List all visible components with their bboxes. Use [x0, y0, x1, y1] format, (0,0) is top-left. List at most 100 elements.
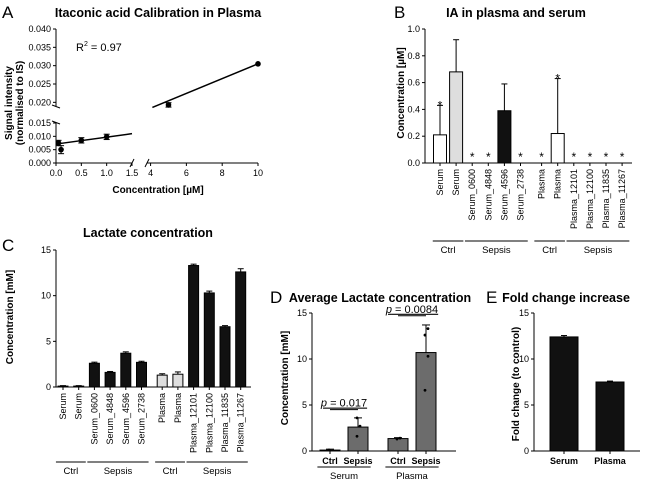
- x-tick-label: 10: [253, 168, 263, 178]
- significance-star: *: [604, 150, 609, 164]
- x-category-label: Plasma_11267: [236, 393, 246, 452]
- y-tick-label: 0.035: [28, 42, 51, 52]
- panel-a-calibration: A Itaconic acid Calibration in Plasma Si…: [2, 3, 263, 196]
- bar: [497, 110, 512, 164]
- y-tick-label: 0.8: [407, 51, 420, 61]
- bar: [57, 385, 69, 388]
- group-label: Ctrl: [63, 466, 78, 477]
- y-tick-label: 10: [41, 291, 51, 301]
- bar: [188, 265, 200, 388]
- data-point: [55, 140, 62, 146]
- data-dot: [426, 354, 430, 358]
- x-category-label: Plasma_12100: [585, 169, 595, 229]
- bar: [156, 374, 168, 388]
- x-tick-label: 6: [184, 168, 189, 178]
- significance-star: *: [555, 72, 560, 86]
- x-tick-label: 4: [148, 168, 153, 178]
- panel-b-ia-bars: B IA in plasma and serum Concentration […: [394, 3, 632, 256]
- data-point: [165, 102, 172, 108]
- significance-star: *: [571, 150, 576, 164]
- y-tick-label: 0: [524, 446, 529, 456]
- bar: [219, 326, 231, 388]
- data-dot: [423, 388, 427, 392]
- y-tick-label: 0.030: [28, 61, 51, 71]
- significance-star: *: [620, 150, 625, 164]
- y-tick-label: 0.000: [28, 158, 51, 168]
- significance-star: *: [518, 150, 523, 164]
- x-category-label: Plasma: [173, 393, 183, 423]
- data-point: [103, 134, 110, 140]
- bar: [172, 373, 184, 388]
- significance-star: *: [588, 150, 593, 164]
- chart-title: Lactate concentration: [83, 226, 213, 240]
- data-point: [78, 137, 85, 144]
- x-category-label: Serum: [435, 169, 445, 196]
- data-dot: [358, 424, 362, 428]
- data-dot: [327, 448, 331, 452]
- x-category-label: Plasma: [553, 169, 563, 199]
- significance-star: *: [486, 150, 491, 164]
- x-category-label: Serum_0600: [467, 169, 477, 221]
- r-squared-annotation: R2 = 0.97: [76, 41, 122, 54]
- panel-d-average-lactate: D Average Lactate concentration Concentr…: [270, 288, 471, 482]
- panel-e-fold-change: E Fold change increase Fold change (to c…: [486, 288, 640, 466]
- x-category-label: Serum_4596: [499, 169, 509, 221]
- x-category-label: Serum_2738: [137, 393, 147, 445]
- r-squared-value: = 0.97: [88, 42, 122, 54]
- panel-letter-a: A: [2, 3, 14, 22]
- data-dot: [398, 436, 402, 440]
- x-tick-label: 0.5: [75, 168, 88, 178]
- bar: [73, 385, 85, 388]
- y-tick-label: 1.0: [407, 24, 420, 34]
- panel-letter-c: C: [2, 236, 14, 255]
- x-tick-label: 8: [220, 168, 225, 178]
- x-category-label: Serum: [550, 456, 578, 466]
- data-point: [255, 61, 261, 67]
- y-tick-label: 0.6: [407, 78, 420, 88]
- x-axis-break-mark: [144, 158, 150, 168]
- x-category-label: Plasma_11267: [617, 169, 627, 228]
- pvalue-symbol: p: [320, 398, 327, 410]
- bar: [550, 133, 565, 164]
- panel-c-lactate-bars: C Lactate concentration Concentration [m…: [2, 226, 251, 477]
- bar: [120, 352, 132, 388]
- x-category-label: Plasma_11835: [601, 169, 611, 228]
- pvalue-symbol: p: [385, 304, 392, 316]
- group-label: Serum: [330, 471, 358, 482]
- y-tick-label: 0.040: [28, 24, 51, 34]
- fit-line-high: [152, 63, 259, 109]
- x-category-label: Serum_0600: [89, 393, 99, 445]
- panel-letter-d: D: [270, 288, 282, 307]
- x-category-label: Serum_4596: [121, 393, 131, 445]
- y-tick-label: 0: [46, 382, 51, 392]
- group-label: Sepsis: [104, 466, 133, 477]
- y-axis-label: Concentration [mM]: [5, 270, 16, 364]
- pvalue-text: = 0.017: [327, 398, 367, 410]
- panel-letter-b: B: [394, 3, 405, 22]
- y-tick-label: 5: [46, 336, 51, 346]
- bar: [88, 362, 100, 388]
- data-point: [58, 146, 64, 153]
- group-label: Sepsis: [584, 245, 613, 256]
- group-label: Ctrl: [163, 466, 178, 477]
- x-category-label: Serum: [74, 393, 84, 420]
- x-category-label: Plasma: [537, 169, 547, 199]
- x-category-label: Plasma: [594, 456, 627, 466]
- data-dot: [355, 434, 359, 438]
- x-category-label: Serum: [58, 393, 68, 420]
- fit-line-low: [55, 132, 133, 145]
- bar: [415, 352, 437, 452]
- bar: [347, 426, 369, 452]
- x-category-label: Plasma_12101: [569, 169, 579, 229]
- bar: [595, 381, 625, 452]
- y-tick-label: 0.2: [407, 131, 420, 141]
- bar: [203, 292, 215, 388]
- y-axis-break-mark: [51, 104, 61, 109]
- y-tick-label: 0.0: [407, 158, 420, 168]
- bar: [449, 71, 464, 164]
- data-dot: [395, 437, 399, 441]
- group-label: Ctrl: [542, 245, 557, 256]
- x-axis-label: Concentration [µM]: [112, 185, 203, 196]
- y-axis-label-line-2: (normalised to IS): [15, 61, 26, 145]
